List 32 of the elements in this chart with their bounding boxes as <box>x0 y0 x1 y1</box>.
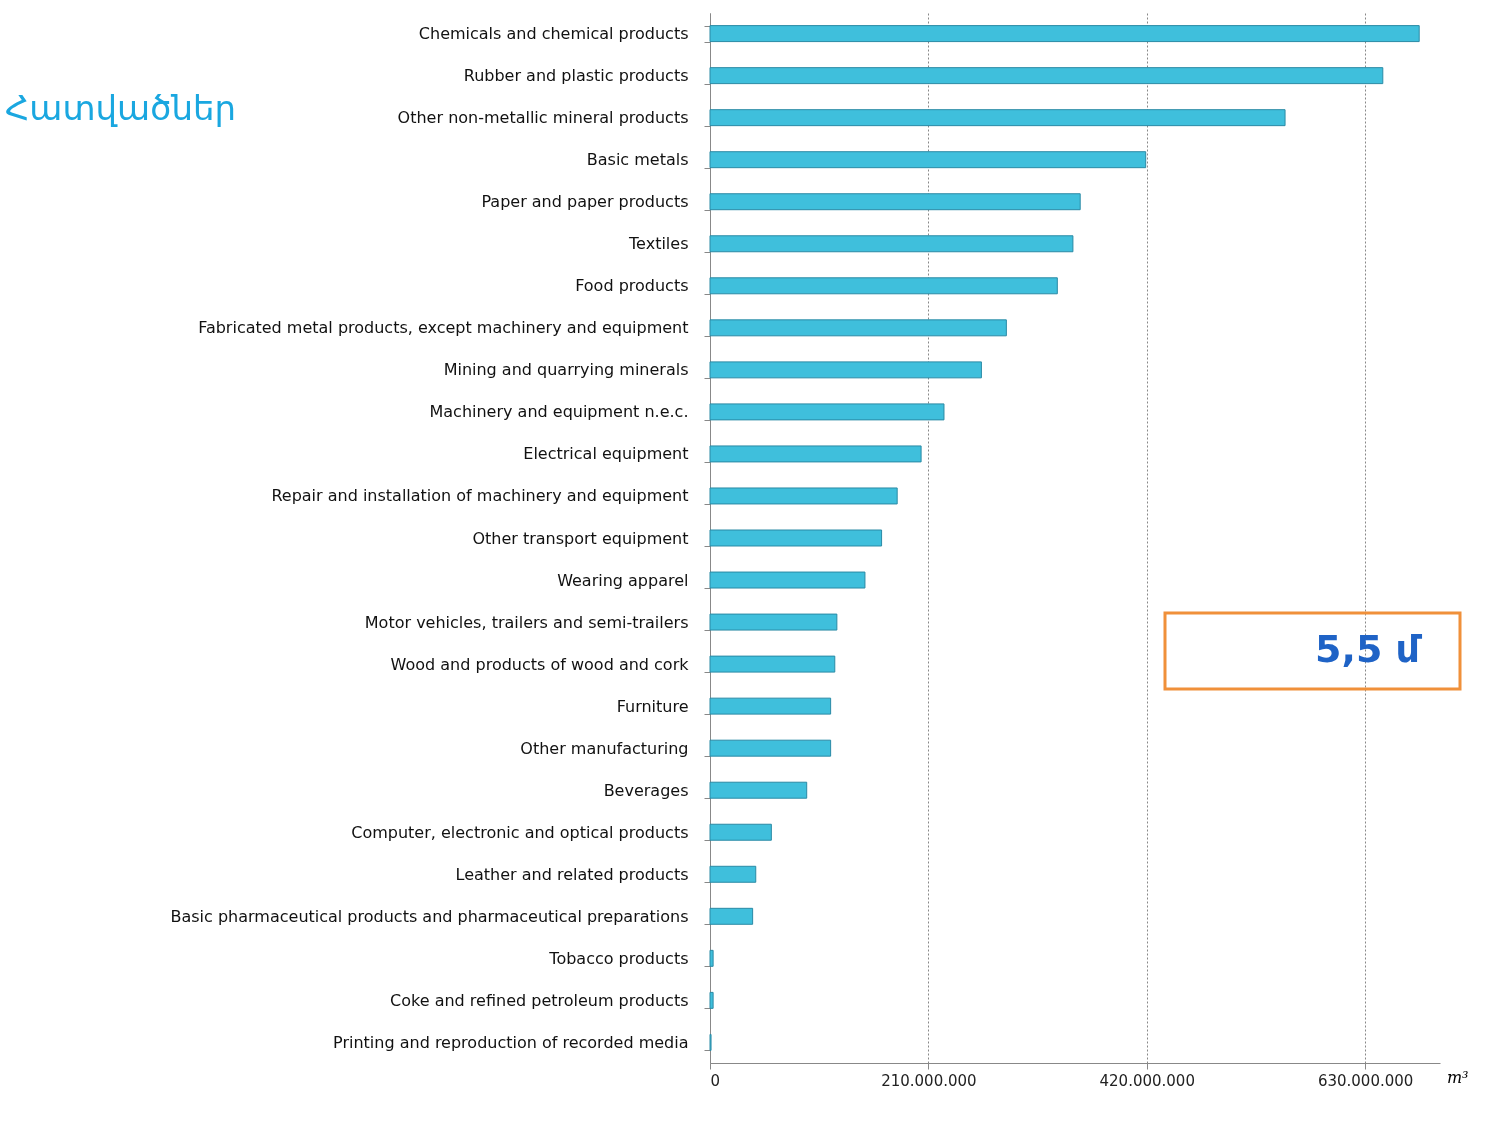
y-tick-label: Wood and products of wood and cork <box>390 654 690 674</box>
x-tick-label: 420.000.000 <box>1099 1071 1195 1090</box>
y-tick-label: Other non-metallic mineral products <box>397 108 689 128</box>
y-tick-label: Paper and paper products <box>481 192 689 212</box>
y-tick-label: Other transport equipment <box>472 528 689 548</box>
y-tick-label: Leather and related products <box>455 864 689 884</box>
y-tick-label: Chemicals and chemical products <box>418 24 689 44</box>
y-tick-label: Basic metals <box>586 150 689 170</box>
x-tick-label: 630.000.000 <box>1317 1071 1414 1090</box>
y-tick-label: Computer, electronic and optical products <box>351 822 689 842</box>
text: Հատվածներ <box>5 88 237 128</box>
y-tick-label: Printing and reproduction of recorded media <box>333 1032 689 1052</box>
y-tick-label: Coke and refined petroleum products <box>390 990 689 1010</box>
y-tick-label: Food products <box>575 276 689 296</box>
y-tick-label: Repair and installation of machinery and equipment <box>271 486 689 506</box>
x-axis-title: m³ <box>1446 1067 1469 1087</box>
y-tick-label: Furniture <box>616 696 689 716</box>
x-tick-label: 0 <box>710 1071 721 1090</box>
y-tick-label: Textiles <box>628 234 689 254</box>
y-tick-label: Electrical equipment <box>523 444 689 464</box>
x-tick-label: 210.000.000 <box>881 1071 977 1090</box>
y-tick-label: Machinery and equipment n.e.c. <box>429 402 689 422</box>
y-tick-label: Wearing apparel <box>557 570 689 590</box>
y-tick-label: Fabricated metal products, except machinery and equipment <box>198 318 689 338</box>
y-tick-label: Mining and quarrying minerals <box>443 360 689 380</box>
annotation: 5,5 մ <box>1315 627 1423 671</box>
y-tick-label: Other manufacturing <box>520 738 689 758</box>
y-tick-label: Tobacco products <box>548 948 689 968</box>
y-tick-label: Rubber and plastic products <box>463 66 689 86</box>
y-tick-label: Basic pharmaceutical products and pharmaceutical preparations <box>170 906 689 926</box>
y-tick-label: Beverages <box>603 780 689 800</box>
y-tick-label: Motor vehicles, trailers and semi-trailers <box>364 612 689 632</box>
